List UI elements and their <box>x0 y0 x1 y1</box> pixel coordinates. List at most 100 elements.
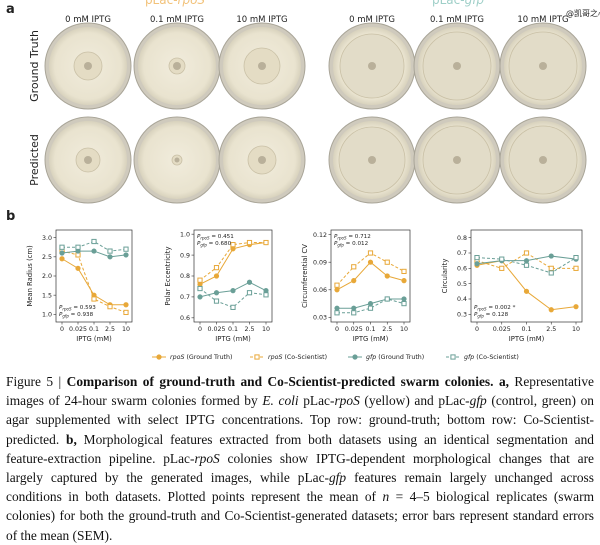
data-point <box>59 256 65 262</box>
data-point <box>334 310 340 316</box>
annotation: PrpoS = 0.451 <box>197 234 234 241</box>
data-point <box>59 244 65 250</box>
annotation-symbol: P <box>334 241 338 247</box>
annotation-subscript: rpoS <box>200 236 210 241</box>
data-point <box>254 354 260 360</box>
annotation-value: = 0.593 <box>72 305 97 311</box>
y-tick-label: 0.06 <box>313 287 327 294</box>
data-point <box>246 239 253 246</box>
annotation: PrpoS = 0.712 <box>334 234 371 241</box>
y-tick-label: 0.8 <box>457 235 467 242</box>
annotation-symbol: P <box>474 312 478 318</box>
caption-text: Morphological features extracted from bo… <box>6 431 598 466</box>
data-point <box>230 288 236 294</box>
legend-gene: rpoS <box>170 354 184 361</box>
data-point <box>230 242 236 248</box>
data-point <box>367 250 374 256</box>
annotation: Pgfp = 0.012 <box>334 241 368 248</box>
annotation-symbol: P <box>474 305 478 311</box>
data-point <box>548 265 554 271</box>
caption-text: (yellow) and pLac- <box>359 393 470 409</box>
panel-label: a <box>6 2 15 17</box>
colony-center <box>84 156 92 164</box>
y-axis-label: Circumferential CV <box>301 244 309 308</box>
x-axis-label: IPTG (mM) <box>215 335 251 343</box>
x-tick-label: 10 <box>400 326 408 333</box>
colony-center <box>453 156 461 164</box>
column-label: 10 mM IPTG <box>236 15 287 25</box>
x-tick-label: 0.1 <box>89 326 99 333</box>
data-point <box>548 253 554 259</box>
data-point <box>107 254 113 260</box>
legend-label: gfp (Ground Truth) <box>366 354 424 361</box>
annotation-subscript: gfp <box>477 314 484 319</box>
data-point <box>213 298 220 304</box>
x-tick-label: 2.5 <box>244 326 254 333</box>
y-axis-label: Mean Radius (cm) <box>26 245 34 307</box>
panel-label: b <box>6 209 15 224</box>
row-label: Ground Truth <box>28 30 41 102</box>
series-line <box>337 298 405 314</box>
caption-text: gfp <box>328 470 347 486</box>
colony-center <box>258 62 266 70</box>
caption-text: Figure 5 | <box>6 374 67 389</box>
annotation-value: = 0.938 <box>69 312 94 318</box>
series-line <box>61 250 127 313</box>
data-point <box>474 261 480 267</box>
data-point <box>384 273 390 279</box>
data-point <box>91 238 97 245</box>
y-tick-label: 2.5 <box>42 254 52 261</box>
caption-text: Representative images of 24-hour swarm c… <box>6 374 598 409</box>
data-point <box>523 258 530 264</box>
y-tick-label: 0.03 <box>313 315 327 322</box>
y-tick-label: 0.4 <box>457 296 467 303</box>
x-tick-label: 10 <box>572 326 580 333</box>
data-point <box>246 290 253 296</box>
group-prefix: pLac- <box>145 0 178 7</box>
column-label: 0.1 mM IPTG <box>430 15 484 25</box>
x-tick-label: 0.025 <box>345 326 363 333</box>
plot-area <box>55 229 133 323</box>
data-point <box>523 262 530 268</box>
y-tick-label: 0.7 <box>180 294 190 301</box>
annotation-symbol: P <box>59 312 63 318</box>
series-line <box>62 240 127 252</box>
data-point <box>523 250 530 256</box>
data-point <box>367 259 374 265</box>
data-point <box>352 354 358 360</box>
x-tick-label: 0.1 <box>521 326 531 333</box>
annotation-value: = 0.712 <box>347 234 371 240</box>
caption-text: E. coli <box>262 393 299 409</box>
x-tick-label: 2.5 <box>546 326 556 333</box>
y-axis-label: Polar Eccentricity <box>164 247 172 306</box>
caption-text: features remain largely unchanged across… <box>6 470 598 505</box>
legend-rest: (Ground Truth) <box>184 354 232 361</box>
x-tick-label: 10 <box>262 326 270 333</box>
data-point <box>123 246 129 252</box>
data-point <box>573 265 579 271</box>
group-gene: gfp <box>465 0 485 7</box>
data-point <box>156 354 162 360</box>
x-tick-label: 0.025 <box>207 326 225 333</box>
x-tick-label: 0 <box>475 326 479 333</box>
data-point <box>107 248 113 254</box>
legend-gene: rpoS <box>268 354 282 361</box>
data-point <box>197 294 203 300</box>
caption-text: n <box>382 489 390 505</box>
caption-text: b, <box>66 431 77 447</box>
annotation-value: = 0.680 <box>207 241 232 247</box>
caption-text: (control, green) on agar supplemented wi… <box>6 393 598 447</box>
data-point <box>351 310 357 316</box>
y-tick-label: 1.0 <box>180 231 190 238</box>
annotation-symbol: P <box>59 305 63 311</box>
data-point <box>123 252 129 258</box>
caption-text: a, <box>498 374 509 389</box>
caption-text: Comparison of ground-truth and Co-Scient… <box>66 374 494 389</box>
data-point <box>384 259 390 265</box>
data-point <box>401 268 407 274</box>
data-point <box>59 250 65 256</box>
group-gene: rpoS <box>178 0 206 7</box>
annotation-subscript: gfp <box>337 243 344 248</box>
data-point <box>213 290 220 296</box>
